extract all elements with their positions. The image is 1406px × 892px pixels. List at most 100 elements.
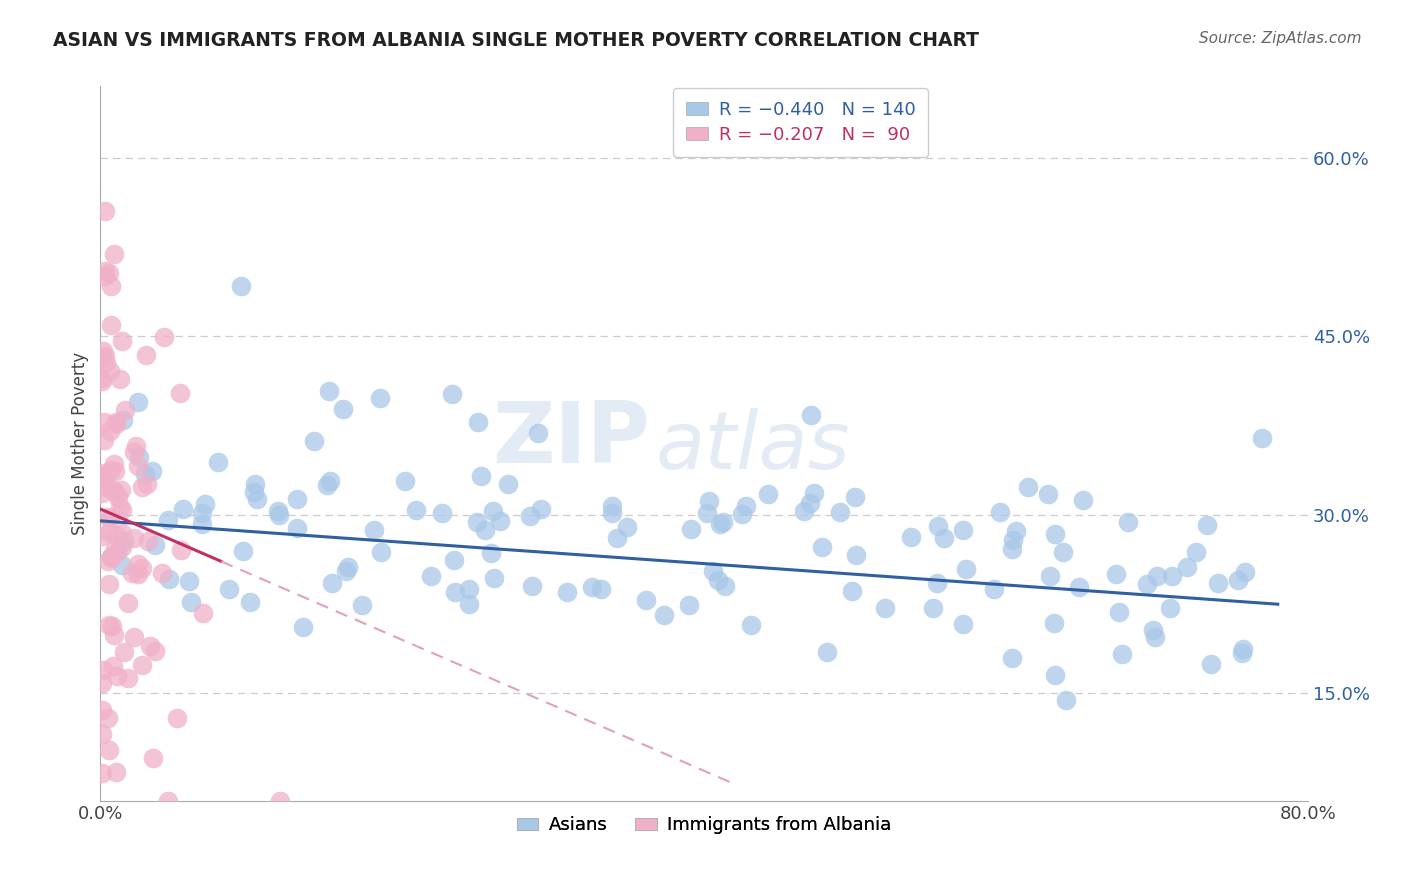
Point — [142, 750, 165, 764]
Point — [170, 542, 193, 557]
Point — [600, 499, 623, 513]
Point — [696, 506, 718, 520]
Point — [363, 523, 385, 537]
Point — [98, 364, 121, 378]
Point — [94, 356, 117, 370]
Point — [302, 434, 325, 449]
Point — [1118, 516, 1140, 530]
Point — [122, 531, 145, 545]
Point — [952, 524, 974, 538]
Point — [232, 543, 254, 558]
Point — [336, 560, 359, 574]
Point — [190, 506, 212, 520]
Point — [104, 465, 127, 479]
Point — [1197, 517, 1219, 532]
Point — [1105, 567, 1128, 582]
Point — [285, 521, 308, 535]
Point — [243, 485, 266, 500]
Point — [370, 391, 392, 405]
Point — [229, 278, 252, 293]
Point — [352, 598, 374, 612]
Point — [1052, 545, 1074, 559]
Point — [90, 485, 112, 500]
Point — [121, 566, 143, 581]
Point — [1136, 577, 1159, 591]
Point — [1233, 566, 1256, 580]
Point — [900, 530, 922, 544]
Point — [606, 531, 628, 545]
Point — [1038, 569, 1060, 583]
Point — [94, 349, 117, 363]
Point — [114, 645, 136, 659]
Point — [921, 601, 943, 615]
Point — [150, 566, 173, 581]
Point — [117, 671, 139, 685]
Point — [266, 504, 288, 518]
Point — [156, 794, 179, 808]
Point — [810, 541, 832, 555]
Point — [90, 726, 112, 740]
Point — [100, 424, 122, 438]
Point — [269, 508, 291, 522]
Point — [93, 415, 115, 429]
Point — [91, 703, 114, 717]
Point — [103, 627, 125, 641]
Point — [166, 711, 188, 725]
Point — [1043, 615, 1066, 630]
Point — [527, 426, 550, 441]
Point — [239, 595, 262, 609]
Point — [97, 524, 120, 539]
Point — [105, 765, 128, 780]
Point — [131, 658, 153, 673]
Point — [555, 584, 578, 599]
Point — [925, 576, 948, 591]
Point — [1001, 533, 1024, 547]
Point — [1146, 569, 1168, 583]
Point — [702, 564, 724, 578]
Point — [815, 645, 838, 659]
Point — [191, 606, 214, 620]
Point — [441, 386, 464, 401]
Point — [634, 593, 657, 607]
Point — [602, 506, 624, 520]
Point — [111, 503, 134, 517]
Point — [159, 572, 181, 586]
Point — [105, 669, 128, 683]
Point — [218, 582, 240, 596]
Point — [112, 534, 135, 549]
Point — [93, 344, 115, 359]
Point — [97, 618, 120, 632]
Point — [105, 528, 128, 542]
Point — [156, 513, 179, 527]
Point — [100, 278, 122, 293]
Point — [1175, 560, 1198, 574]
Point — [875, 601, 897, 615]
Point — [98, 266, 121, 280]
Point — [458, 597, 481, 611]
Point — [101, 483, 124, 497]
Point — [800, 408, 823, 422]
Point — [93, 268, 115, 283]
Point — [131, 561, 153, 575]
Point — [467, 415, 489, 429]
Point — [793, 504, 815, 518]
Point — [1251, 431, 1274, 445]
Point — [652, 607, 675, 622]
Point — [519, 509, 541, 524]
Point — [100, 318, 122, 333]
Point — [108, 372, 131, 386]
Point — [589, 582, 612, 596]
Point — [444, 585, 467, 599]
Y-axis label: Single Mother Poverty: Single Mother Poverty — [72, 352, 89, 535]
Point — [1036, 487, 1059, 501]
Point — [111, 540, 134, 554]
Point — [1071, 493, 1094, 508]
Point — [927, 519, 949, 533]
Point — [246, 491, 269, 506]
Point — [110, 525, 132, 540]
Point — [1005, 524, 1028, 538]
Point — [458, 582, 481, 597]
Point — [243, 476, 266, 491]
Point — [1161, 569, 1184, 583]
Point — [934, 531, 956, 545]
